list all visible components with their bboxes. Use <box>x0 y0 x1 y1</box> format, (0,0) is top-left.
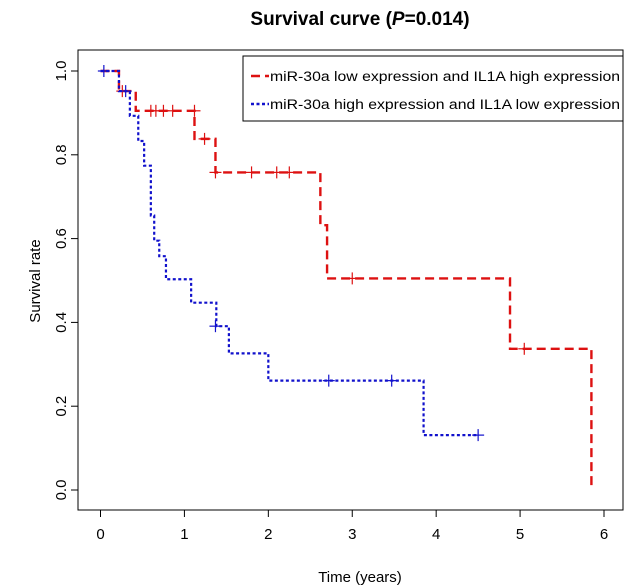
legend-box <box>242 55 624 122</box>
y-tick-label: 0.4 <box>53 312 70 333</box>
y-axis-label: Survival rate <box>27 239 44 322</box>
x-tick-label: 3 <box>348 526 356 543</box>
y-tick-label: 0.0 <box>53 480 70 501</box>
censor-mark <box>119 85 132 98</box>
censor-mark <box>518 342 531 355</box>
censor-mark <box>209 166 222 179</box>
legend-label: miR-30a low expression and IL1A high exp… <box>270 69 620 84</box>
x-tick-label: 6 <box>600 526 608 543</box>
x-tick-label: 1 <box>180 526 188 543</box>
y-tick-label: 1.0 <box>53 61 70 82</box>
y-tick-label: 0.8 <box>53 144 70 165</box>
y-tick-label: 0.6 <box>53 228 70 249</box>
series-layer <box>97 65 593 490</box>
censor-mark <box>346 272 359 285</box>
x-tick-label: 4 <box>432 526 440 543</box>
censor-mark <box>385 374 398 387</box>
series-line-2 <box>100 69 479 437</box>
x-tick-label: 0 <box>96 526 104 543</box>
chart-title: Survival curve (P=0.014) <box>250 9 469 30</box>
censor-mark <box>283 166 296 179</box>
censor-mark <box>198 132 211 145</box>
x-tick-label: 5 <box>516 526 524 543</box>
censor-mark <box>209 320 222 333</box>
chart-title-p-symbol: P <box>392 9 405 30</box>
y-tick-label: 0.2 <box>53 396 70 417</box>
censor-mark <box>166 104 179 117</box>
y-axis: 0.0 0.2 0.4 0.6 0.8 1.0 <box>53 61 79 501</box>
x-axis-label: Time (years) <box>318 569 402 586</box>
legend: miR-30a low expression and IL1A high exp… <box>242 55 624 122</box>
censor-mark <box>472 429 485 442</box>
legend-label: miR-30a high expression and IL1A low exp… <box>270 97 620 112</box>
series-line-1 <box>100 69 593 490</box>
censor-mark <box>245 166 258 179</box>
x-axis: 0 1 2 3 4 5 6 <box>96 509 608 543</box>
censor-mark <box>188 104 201 117</box>
censor-mark <box>270 166 283 179</box>
censor-mark <box>322 374 335 387</box>
chart-title-prefix: Survival curve ( <box>250 9 392 30</box>
chart-title-suffix: =0.014) <box>405 9 470 30</box>
x-tick-label: 2 <box>264 526 272 543</box>
censor-mark <box>97 65 110 77</box>
